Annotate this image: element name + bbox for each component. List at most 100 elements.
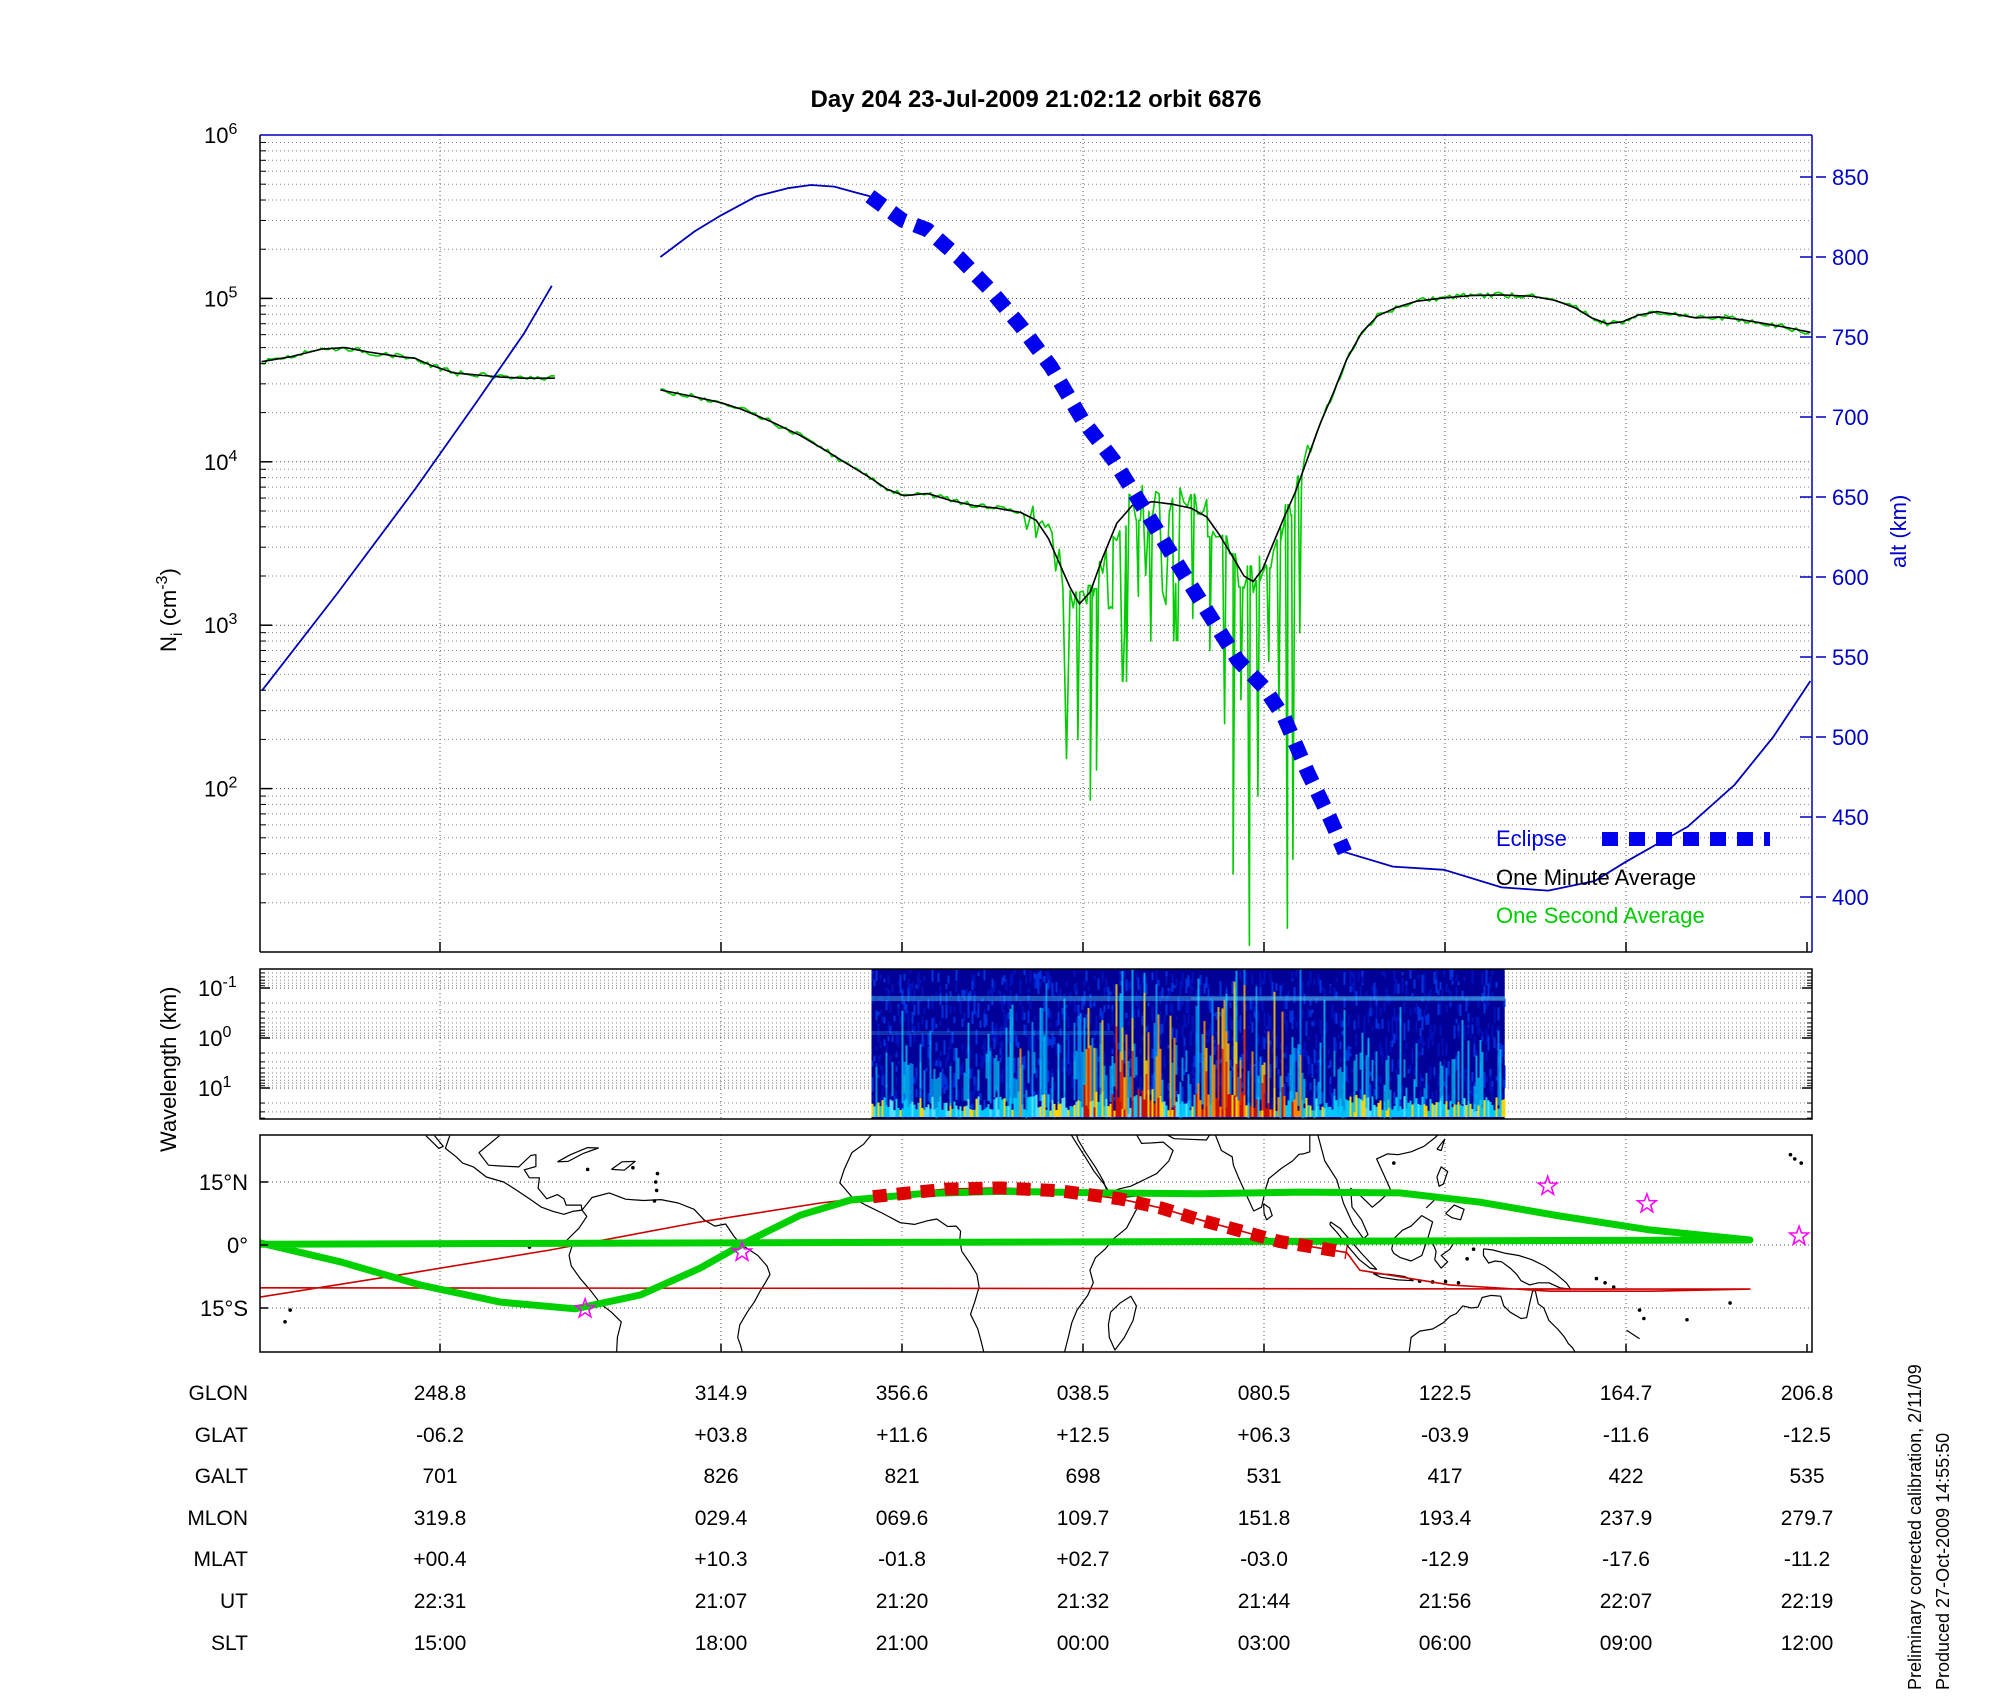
cell xyxy=(991,978,994,988)
table-cell-glat-4: +06.3 xyxy=(1237,1424,1291,1447)
cell xyxy=(1083,994,1086,1004)
cell xyxy=(885,1084,888,1107)
cell xyxy=(1137,1008,1140,1017)
cell xyxy=(1031,1021,1034,1101)
ni-tick-label: 104 xyxy=(204,448,237,475)
cell xyxy=(1087,1048,1090,1109)
cell xyxy=(1283,1088,1286,1101)
cell xyxy=(1461,1020,1464,1105)
cell xyxy=(1001,1026,1004,1033)
cell xyxy=(1299,969,1302,1100)
cell xyxy=(941,1080,944,1088)
cell xyxy=(1025,1087,1028,1093)
cell xyxy=(1423,1088,1426,1114)
cell xyxy=(1501,1058,1504,1064)
cell xyxy=(1279,1042,1282,1050)
island-dot xyxy=(631,1165,635,1170)
cell xyxy=(1305,1050,1308,1060)
cell xyxy=(1201,1034,1204,1105)
cell xyxy=(895,1076,898,1085)
cell xyxy=(1205,1071,1208,1107)
cell xyxy=(1001,999,1004,1012)
wavelength-axis-title: Wavelength (km) xyxy=(156,987,181,1152)
cell xyxy=(1037,1090,1040,1102)
cell xyxy=(1343,1058,1346,1114)
cell xyxy=(937,1056,940,1068)
cell xyxy=(915,984,918,989)
cell xyxy=(913,1077,916,1084)
cell xyxy=(949,1066,952,1106)
cell xyxy=(1121,1060,1124,1110)
cell xyxy=(1315,998,1318,1004)
cell xyxy=(1191,1062,1194,1076)
cell xyxy=(1215,1077,1218,1092)
cell xyxy=(1403,1059,1406,1078)
cell xyxy=(1019,979,1022,995)
cell xyxy=(1285,1065,1288,1070)
cell xyxy=(1137,1089,1140,1117)
cell xyxy=(1189,1110,1192,1117)
cell xyxy=(1485,969,1488,980)
cell xyxy=(1465,1104,1468,1117)
cell xyxy=(1113,1091,1116,1096)
cell xyxy=(943,1082,946,1095)
cell xyxy=(1033,978,1036,990)
cell xyxy=(1025,1024,1028,1038)
cell xyxy=(1301,1049,1304,1060)
cell xyxy=(1285,995,1288,1010)
cell xyxy=(933,1062,936,1067)
cell xyxy=(971,1090,974,1101)
coastline xyxy=(1214,1135,1311,1212)
cell xyxy=(1177,997,1180,1011)
cell xyxy=(907,1107,910,1117)
cell xyxy=(1159,991,1162,1005)
cell xyxy=(1341,1020,1344,1028)
cell xyxy=(1351,998,1354,1003)
cell xyxy=(1113,1110,1116,1117)
cell xyxy=(871,973,874,980)
cell xyxy=(1319,1042,1322,1105)
cell xyxy=(1033,1052,1036,1074)
cell xyxy=(1067,1058,1070,1065)
cell xyxy=(1503,998,1506,1007)
cell xyxy=(953,1016,956,1024)
cell xyxy=(961,990,964,998)
cell xyxy=(1311,1021,1314,1027)
cell xyxy=(1293,1099,1296,1117)
cell xyxy=(1321,1106,1324,1117)
cell xyxy=(1209,1022,1212,1035)
cell xyxy=(1067,1034,1070,1049)
cell xyxy=(1293,1016,1296,1020)
cell xyxy=(1109,1103,1112,1117)
cell xyxy=(1443,1074,1446,1083)
cell xyxy=(1283,1011,1286,1024)
cell xyxy=(1033,1095,1036,1117)
ion-density-frame xyxy=(259,134,1826,953)
table-row-label-ut: UT xyxy=(220,1590,248,1613)
cell xyxy=(1373,986,1376,1000)
cell xyxy=(1207,1029,1210,1043)
cell xyxy=(1499,1104,1502,1117)
cell xyxy=(1019,1104,1022,1117)
cell xyxy=(1493,1006,1496,1012)
cell xyxy=(999,1057,1002,1063)
cell xyxy=(1435,1102,1438,1117)
cell xyxy=(1349,1096,1352,1117)
cell xyxy=(1307,981,1310,988)
cell xyxy=(1403,1034,1406,1041)
cell xyxy=(975,1011,978,1018)
cell xyxy=(1241,1073,1244,1083)
cell xyxy=(1355,1054,1358,1092)
cell xyxy=(1047,1036,1050,1046)
cell xyxy=(909,969,912,974)
cell xyxy=(889,1092,892,1105)
alt-tick-label: 850 xyxy=(1832,165,1869,190)
cell xyxy=(913,1009,916,1016)
cell xyxy=(1073,999,1076,1013)
cell xyxy=(1241,999,1244,1013)
cell xyxy=(913,989,916,1002)
cell xyxy=(1113,1063,1116,1087)
cell xyxy=(1089,1101,1092,1117)
cell xyxy=(955,982,958,992)
cell xyxy=(945,1004,948,1019)
